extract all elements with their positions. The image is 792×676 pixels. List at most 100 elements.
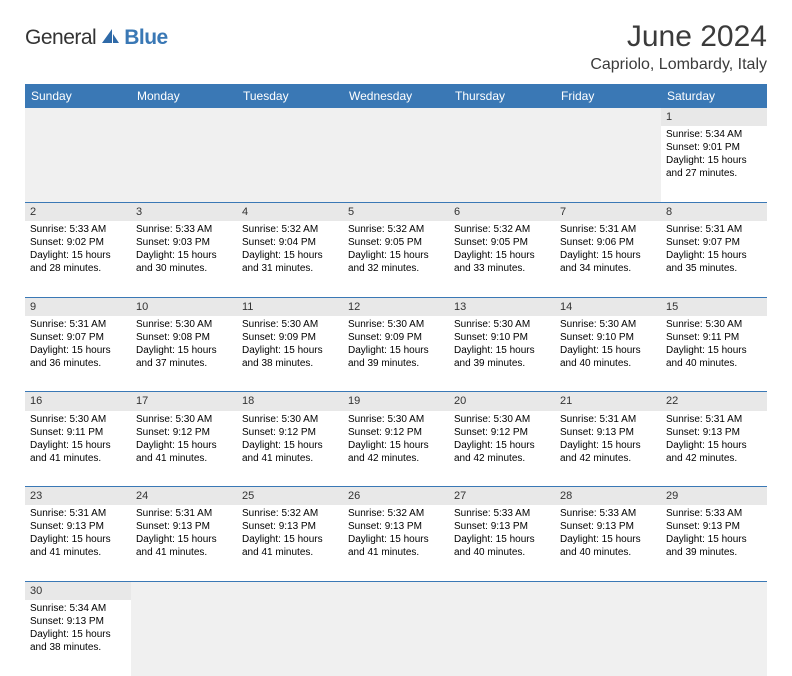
sunset-line: Sunset: 9:09 PM	[242, 331, 338, 344]
sunrise-line: Sunrise: 5:32 AM	[454, 223, 550, 236]
weekday-header: Thursday	[449, 84, 555, 108]
sunrise-line: Sunrise: 5:32 AM	[348, 223, 444, 236]
day-number-cell: 27	[449, 487, 555, 506]
day-content-row: Sunrise: 5:31 AMSunset: 9:13 PMDaylight:…	[25, 505, 767, 581]
day-number-cell	[237, 581, 343, 600]
sunrise-line: Sunrise: 5:31 AM	[30, 507, 126, 520]
weekday-header: Saturday	[661, 84, 767, 108]
sunset-line: Sunset: 9:13 PM	[30, 615, 126, 628]
daylight-line: Daylight: 15 hours and 40 minutes.	[560, 533, 656, 559]
sunset-line: Sunset: 9:11 PM	[30, 426, 126, 439]
day-cell: Sunrise: 5:34 AMSunset: 9:01 PMDaylight:…	[661, 126, 767, 202]
day-number-cell: 23	[25, 487, 131, 506]
sunrise-line: Sunrise: 5:30 AM	[454, 413, 550, 426]
sunset-line: Sunset: 9:06 PM	[560, 236, 656, 249]
sunset-line: Sunset: 9:01 PM	[666, 141, 762, 154]
day-number-cell	[343, 108, 449, 126]
day-cell: Sunrise: 5:30 AMSunset: 9:12 PMDaylight:…	[237, 411, 343, 487]
daylight-line: Daylight: 15 hours and 40 minutes.	[560, 344, 656, 370]
day-number-cell: 13	[449, 297, 555, 316]
sunset-line: Sunset: 9:13 PM	[560, 426, 656, 439]
day-cell: Sunrise: 5:32 AMSunset: 9:04 PMDaylight:…	[237, 221, 343, 297]
day-number-cell	[661, 581, 767, 600]
day-number-cell: 18	[237, 392, 343, 411]
sunrise-line: Sunrise: 5:33 AM	[560, 507, 656, 520]
sunrise-line: Sunrise: 5:30 AM	[454, 318, 550, 331]
sunrise-line: Sunrise: 5:30 AM	[136, 413, 232, 426]
sunset-line: Sunset: 9:12 PM	[242, 426, 338, 439]
day-content-row: Sunrise: 5:33 AMSunset: 9:02 PMDaylight:…	[25, 221, 767, 297]
day-number-cell	[555, 108, 661, 126]
location: Capriolo, Lombardy, Italy	[590, 56, 767, 74]
day-number-cell: 21	[555, 392, 661, 411]
sunrise-line: Sunrise: 5:30 AM	[136, 318, 232, 331]
sunrise-line: Sunrise: 5:30 AM	[348, 413, 444, 426]
weekday-header-row: SundayMondayTuesdayWednesdayThursdayFrid…	[25, 84, 767, 108]
day-cell: Sunrise: 5:30 AMSunset: 9:08 PMDaylight:…	[131, 316, 237, 392]
sunset-line: Sunset: 9:13 PM	[30, 520, 126, 533]
day-number-cell: 14	[555, 297, 661, 316]
sunrise-line: Sunrise: 5:30 AM	[560, 318, 656, 331]
daylight-line: Daylight: 15 hours and 41 minutes.	[242, 439, 338, 465]
sunset-line: Sunset: 9:10 PM	[454, 331, 550, 344]
daylight-line: Daylight: 15 hours and 30 minutes.	[136, 249, 232, 275]
day-cell: Sunrise: 5:30 AMSunset: 9:09 PMDaylight:…	[237, 316, 343, 392]
sunrise-line: Sunrise: 5:33 AM	[30, 223, 126, 236]
sunrise-line: Sunrise: 5:32 AM	[242, 507, 338, 520]
sunrise-line: Sunrise: 5:31 AM	[136, 507, 232, 520]
sunset-line: Sunset: 9:13 PM	[242, 520, 338, 533]
day-cell: Sunrise: 5:30 AMSunset: 9:12 PMDaylight:…	[131, 411, 237, 487]
weekday-header: Monday	[131, 84, 237, 108]
day-number-cell: 10	[131, 297, 237, 316]
calendar-table: SundayMondayTuesdayWednesdayThursdayFrid…	[25, 84, 767, 676]
day-cell: Sunrise: 5:32 AMSunset: 9:13 PMDaylight:…	[237, 505, 343, 581]
sunset-line: Sunset: 9:08 PM	[136, 331, 232, 344]
day-number-cell: 15	[661, 297, 767, 316]
sunrise-line: Sunrise: 5:34 AM	[30, 602, 126, 615]
day-cell: Sunrise: 5:30 AMSunset: 9:11 PMDaylight:…	[25, 411, 131, 487]
sunrise-line: Sunrise: 5:30 AM	[30, 413, 126, 426]
day-number-cell	[555, 581, 661, 600]
day-number-cell	[237, 108, 343, 126]
day-number-cell: 26	[343, 487, 449, 506]
sunset-line: Sunset: 9:10 PM	[560, 331, 656, 344]
daylight-line: Daylight: 15 hours and 28 minutes.	[30, 249, 126, 275]
month-title: June 2024	[590, 20, 767, 54]
daylight-line: Daylight: 15 hours and 35 minutes.	[666, 249, 762, 275]
sunset-line: Sunset: 9:02 PM	[30, 236, 126, 249]
day-cell: Sunrise: 5:33 AMSunset: 9:13 PMDaylight:…	[661, 505, 767, 581]
day-number-cell: 22	[661, 392, 767, 411]
day-cell	[25, 126, 131, 202]
sunrise-line: Sunrise: 5:30 AM	[666, 318, 762, 331]
day-content-row: Sunrise: 5:31 AMSunset: 9:07 PMDaylight:…	[25, 316, 767, 392]
weekday-header: Sunday	[25, 84, 131, 108]
daylight-line: Daylight: 15 hours and 39 minutes.	[348, 344, 444, 370]
sunrise-line: Sunrise: 5:31 AM	[560, 413, 656, 426]
day-number-cell: 16	[25, 392, 131, 411]
daylight-line: Daylight: 15 hours and 41 minutes.	[348, 533, 444, 559]
daylight-line: Daylight: 15 hours and 41 minutes.	[136, 533, 232, 559]
sunset-line: Sunset: 9:13 PM	[136, 520, 232, 533]
sunset-line: Sunset: 9:13 PM	[348, 520, 444, 533]
day-cell	[449, 126, 555, 202]
brand-part1: General	[25, 26, 96, 50]
daylight-line: Daylight: 15 hours and 33 minutes.	[454, 249, 550, 275]
daylight-line: Daylight: 15 hours and 39 minutes.	[666, 533, 762, 559]
title-block: June 2024 Capriolo, Lombardy, Italy	[590, 20, 767, 74]
sunrise-line: Sunrise: 5:32 AM	[242, 223, 338, 236]
day-cell	[131, 126, 237, 202]
day-cell: Sunrise: 5:31 AMSunset: 9:13 PMDaylight:…	[661, 411, 767, 487]
sunset-line: Sunset: 9:09 PM	[348, 331, 444, 344]
day-number-cell: 1	[661, 108, 767, 126]
day-cell: Sunrise: 5:30 AMSunset: 9:11 PMDaylight:…	[661, 316, 767, 392]
daylight-line: Daylight: 15 hours and 42 minutes.	[454, 439, 550, 465]
daynum-row: 16171819202122	[25, 392, 767, 411]
sunrise-line: Sunrise: 5:33 AM	[666, 507, 762, 520]
sunrise-line: Sunrise: 5:34 AM	[666, 128, 762, 141]
day-number-cell: 28	[555, 487, 661, 506]
day-content-row: Sunrise: 5:30 AMSunset: 9:11 PMDaylight:…	[25, 411, 767, 487]
sail-icon	[100, 27, 120, 50]
day-number-cell	[131, 581, 237, 600]
sunset-line: Sunset: 9:12 PM	[136, 426, 232, 439]
sunset-line: Sunset: 9:03 PM	[136, 236, 232, 249]
